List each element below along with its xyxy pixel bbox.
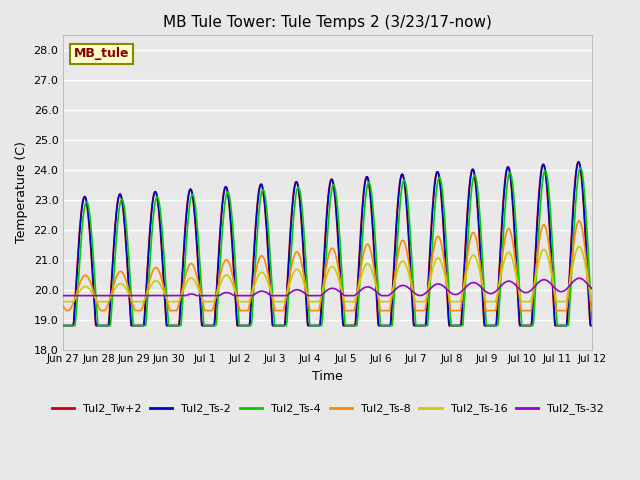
Legend: Tul2_Tw+2, Tul2_Ts-2, Tul2_Ts-4, Tul2_Ts-8, Tul2_Ts-16, Tul2_Ts-32: Tul2_Tw+2, Tul2_Ts-2, Tul2_Ts-4, Tul2_Ts… [47, 399, 609, 419]
Y-axis label: Temperature (C): Temperature (C) [15, 142, 28, 243]
Title: MB Tule Tower: Tule Temps 2 (3/23/17-now): MB Tule Tower: Tule Temps 2 (3/23/17-now… [163, 15, 492, 30]
Text: MB_tule: MB_tule [74, 48, 129, 60]
X-axis label: Time: Time [312, 370, 343, 383]
